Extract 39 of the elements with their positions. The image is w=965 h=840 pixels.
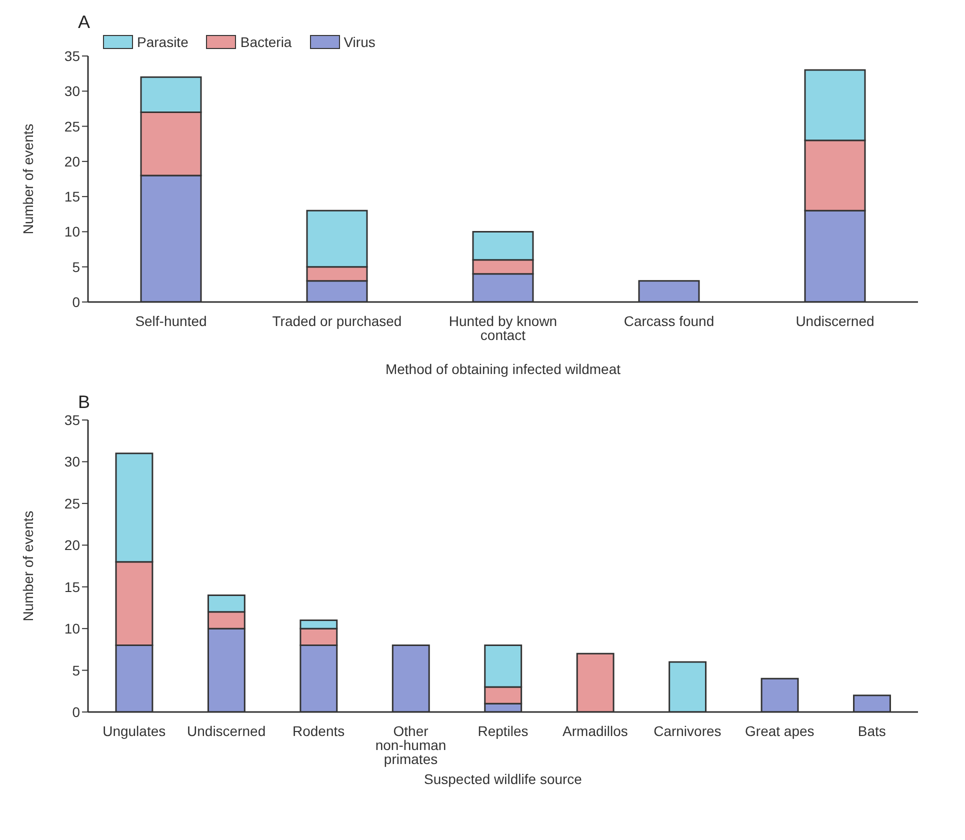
y-tick-label: 10 <box>64 224 80 240</box>
x-tick-label: Other non-human primates <box>375 722 446 767</box>
x-tick-label: Carnivores <box>654 722 722 739</box>
chart-title: B <box>78 392 90 413</box>
x-tick-label: Undiscerned <box>187 722 266 739</box>
y-axis-title: Number of events <box>20 510 36 622</box>
y-tick-label: 20 <box>64 537 80 554</box>
x-tick-label: Traded or purchased <box>272 312 402 329</box>
x-tick-label: Undiscerned <box>796 312 874 329</box>
x-tick-label: Rodents <box>292 722 345 739</box>
x-tick-label: Reptiles <box>478 722 528 739</box>
y-tick-label: 0 <box>72 294 80 310</box>
x-tick-label: Great apes <box>745 722 814 739</box>
y-tick-label: 20 <box>64 153 80 170</box>
y-tick-label: 35 <box>64 48 80 64</box>
y-tick-label: 0 <box>72 704 80 720</box>
y-tick-label: 25 <box>64 118 80 134</box>
x-axis-title: Suspected wildlife source <box>424 771 582 787</box>
y-tick-label: 5 <box>72 662 80 678</box>
legend-label: Virus <box>342 34 376 50</box>
y-tick-label: 10 <box>64 620 80 637</box>
x-tick-label: Armadillos <box>562 722 628 739</box>
chart-title: A <box>78 12 90 33</box>
y-tick-label: 5 <box>72 258 80 275</box>
y-tick-label: 15 <box>64 578 80 595</box>
y-tick-label: 25 <box>64 495 80 512</box>
x-tick-label: Ungulates <box>102 722 166 739</box>
x-tick-label: Bats <box>858 722 886 739</box>
y-axis-title: Number of events <box>20 124 36 234</box>
y-tick-label: 15 <box>64 188 80 205</box>
x-tick-label: Self-hunted <box>135 312 207 329</box>
x-axis-title: Method of obtaining infected wildmeat <box>385 361 621 377</box>
legend-label: Parasite <box>136 34 188 50</box>
y-tick-label: 35 <box>64 412 80 428</box>
legend-label: Bacteria <box>239 34 292 50</box>
x-tick-label: Carcass found <box>624 312 714 329</box>
y-tick-label: 30 <box>64 454 80 470</box>
x-tick-label: Hunted by known contact <box>448 312 558 343</box>
y-tick-label: 30 <box>64 83 80 100</box>
